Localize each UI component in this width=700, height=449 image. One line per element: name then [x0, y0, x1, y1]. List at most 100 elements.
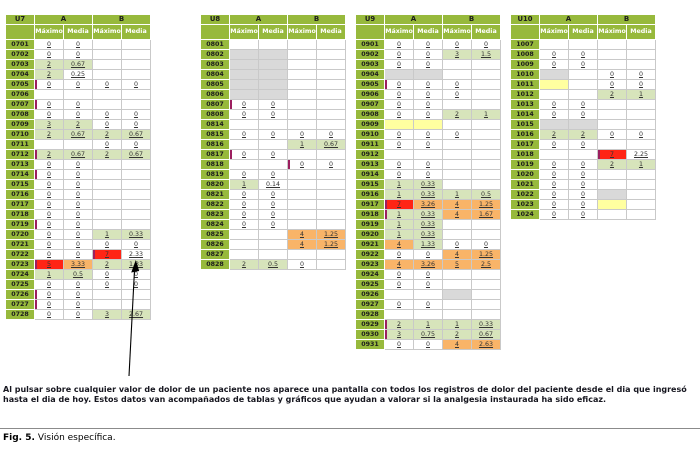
pain-value-link[interactable]: 0.75 [420, 331, 436, 338]
pain-value-cell[interactable]: 0 [384, 139, 414, 150]
pain-value-cell[interactable]: 0 [539, 159, 569, 170]
pain-value-cell[interactable]: 0 [384, 169, 414, 180]
pain-value-cell[interactable]: 0 [63, 159, 93, 170]
pain-value-link[interactable]: 0 [425, 271, 430, 278]
pain-value-link[interactable]: 0 [104, 81, 109, 88]
pain-value-link[interactable]: 4 [396, 241, 401, 248]
pain-value-cell[interactable]: 0 [471, 239, 501, 250]
pain-value-link[interactable]: 0 [75, 281, 80, 288]
pain-value-cell[interactable]: 0.67 [121, 129, 151, 140]
pain-value-link[interactable]: 4 [454, 211, 459, 218]
pain-value-cell[interactable]: 0 [413, 89, 443, 100]
pain-value-cell[interactable]: 0 [568, 159, 598, 170]
pain-value-cell[interactable]: 2 [34, 129, 64, 140]
pain-value-link[interactable]: 0 [299, 161, 304, 168]
pain-value-cell[interactable]: 0 [229, 189, 259, 200]
pain-value-cell[interactable]: 0 [34, 209, 64, 220]
pain-value-link[interactable]: 0 [75, 241, 80, 248]
pain-value-cell[interactable]: 0.33 [413, 209, 443, 220]
pain-value-cell[interactable]: 0 [597, 129, 627, 140]
pain-value-link[interactable]: 0 [75, 191, 80, 198]
pain-value-link[interactable]: 2 [104, 131, 109, 138]
pain-value-cell[interactable]: 2 [384, 319, 414, 330]
pain-value-cell[interactable]: 0 [539, 109, 569, 120]
pain-value-link[interactable]: 0 [638, 131, 643, 138]
pain-value-cell[interactable]: 0 [92, 239, 122, 250]
pain-value-link[interactable]: 0 [551, 191, 556, 198]
pain-value-link[interactable]: 2 [241, 261, 246, 268]
pain-value-cell[interactable]: 0 [316, 129, 346, 140]
pain-value-cell[interactable]: 4 [287, 229, 317, 240]
pain-value-cell[interactable]: 4 [384, 239, 414, 250]
pain-value-link[interactable]: 0.33 [420, 211, 436, 218]
pain-value-cell[interactable]: 0 [121, 239, 151, 250]
pain-value-link[interactable]: 0 [425, 61, 430, 68]
pain-value-link[interactable]: 3 [396, 331, 401, 338]
pain-value-cell[interactable]: 0 [63, 239, 93, 250]
pain-value-cell[interactable]: 0 [384, 39, 414, 50]
pain-value-link[interactable]: 0.5 [72, 271, 83, 278]
pain-value-link[interactable]: 0 [46, 231, 51, 238]
pain-value-link[interactable]: 1 [638, 91, 643, 98]
pain-value-cell[interactable]: 0 [568, 189, 598, 200]
pain-value-cell[interactable]: 4 [287, 239, 317, 250]
pain-value-link[interactable]: 0 [241, 111, 246, 118]
pain-value-link[interactable]: 3 [104, 311, 109, 318]
pain-value-cell[interactable]: 0 [258, 209, 288, 220]
pain-value-link[interactable]: 0 [270, 131, 275, 138]
pain-value-link[interactable]: 0 [75, 231, 80, 238]
pain-value-link[interactable]: 0 [551, 171, 556, 178]
pain-value-cell[interactable]: 0.67 [63, 129, 93, 140]
pain-value-cell[interactable]: 0 [568, 169, 598, 180]
pain-value-cell[interactable]: 0 [384, 299, 414, 310]
pain-value-cell[interactable]: 0 [92, 269, 122, 280]
pain-value-link[interactable]: 0 [270, 111, 275, 118]
pain-value-link[interactable]: 0 [609, 81, 614, 88]
pain-value-cell[interactable]: 0 [121, 109, 151, 120]
pain-value-link[interactable]: 0 [396, 81, 401, 88]
pain-value-cell[interactable]: 2 [34, 69, 64, 80]
pain-value-link[interactable]: 0 [580, 211, 585, 218]
pain-value-cell[interactable]: 0.5 [471, 189, 501, 200]
pain-value-cell[interactable]: 0 [229, 109, 259, 120]
pain-value-link[interactable]: 0 [46, 81, 51, 88]
pain-value-link[interactable]: 0.5 [267, 261, 278, 268]
pain-value-link[interactable]: 0 [396, 131, 401, 138]
pain-value-cell[interactable]: 0 [413, 339, 443, 350]
pain-value-cell[interactable]: 3 [442, 49, 472, 60]
pain-value-cell[interactable]: 0 [413, 79, 443, 90]
pain-value-cell[interactable]: 0 [568, 179, 598, 190]
pain-value-link[interactable]: 0 [104, 271, 109, 278]
pain-value-link[interactable]: 0 [425, 51, 430, 58]
pain-value-cell[interactable]: 7 [92, 249, 122, 260]
pain-value-link[interactable]: 2 [609, 161, 614, 168]
pain-value-link[interactable]: 0 [75, 51, 80, 58]
pain-value-cell[interactable]: 0 [34, 39, 64, 50]
pain-value-cell[interactable]: 2 [63, 119, 93, 130]
pain-value-link[interactable]: 1 [46, 271, 51, 278]
pain-value-cell[interactable]: 0 [63, 229, 93, 240]
pain-value-link[interactable]: 1.33 [128, 261, 144, 268]
pain-value-link[interactable]: 1 [454, 321, 459, 328]
pain-value-link[interactable]: 0 [133, 241, 138, 248]
pain-value-link[interactable]: 0 [551, 141, 556, 148]
pain-value-link[interactable]: 0 [396, 51, 401, 58]
pain-value-link[interactable]: 0 [609, 131, 614, 138]
pain-value-cell[interactable]: 1 [384, 179, 414, 190]
pain-value-link[interactable]: 1 [396, 221, 401, 228]
pain-value-link[interactable]: 0 [425, 141, 430, 148]
pain-value-cell[interactable]: 2 [34, 59, 64, 70]
pain-value-cell[interactable]: 0 [258, 189, 288, 200]
pain-value-cell[interactable]: 0 [413, 129, 443, 140]
pain-value-cell[interactable]: 0 [63, 179, 93, 190]
pain-value-cell[interactable]: 0 [63, 309, 93, 320]
pain-value-link[interactable]: 0 [580, 51, 585, 58]
pain-value-cell[interactable]: 0 [384, 339, 414, 350]
pain-value-cell[interactable]: 1 [442, 189, 472, 200]
pain-value-cell[interactable]: 5 [34, 259, 64, 270]
pain-value-link[interactable]: 0 [551, 181, 556, 188]
pain-value-link[interactable]: 0 [104, 141, 109, 148]
pain-value-link[interactable]: 0.67 [70, 151, 86, 158]
pain-value-cell[interactable]: 0 [34, 299, 64, 310]
pain-value-link[interactable]: 5 [454, 261, 459, 268]
